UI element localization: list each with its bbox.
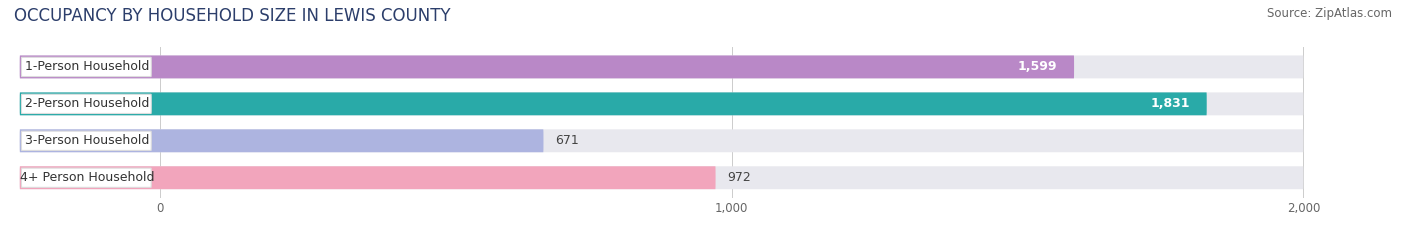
FancyBboxPatch shape bbox=[20, 166, 1303, 189]
Text: 2-Person Household: 2-Person Household bbox=[25, 97, 149, 110]
Text: 671: 671 bbox=[555, 134, 579, 147]
Text: 1,831: 1,831 bbox=[1150, 97, 1189, 110]
FancyBboxPatch shape bbox=[20, 129, 1303, 152]
FancyBboxPatch shape bbox=[20, 129, 544, 152]
FancyBboxPatch shape bbox=[20, 93, 1303, 115]
FancyBboxPatch shape bbox=[20, 55, 1074, 78]
Text: Source: ZipAtlas.com: Source: ZipAtlas.com bbox=[1267, 7, 1392, 20]
FancyBboxPatch shape bbox=[21, 131, 152, 151]
Text: 1-Person Household: 1-Person Household bbox=[25, 60, 149, 73]
FancyBboxPatch shape bbox=[21, 94, 152, 113]
FancyBboxPatch shape bbox=[21, 168, 152, 187]
Text: 4+ Person Household: 4+ Person Household bbox=[20, 171, 155, 184]
FancyBboxPatch shape bbox=[20, 166, 716, 189]
FancyBboxPatch shape bbox=[20, 55, 1303, 78]
Text: OCCUPANCY BY HOUSEHOLD SIZE IN LEWIS COUNTY: OCCUPANCY BY HOUSEHOLD SIZE IN LEWIS COU… bbox=[14, 7, 451, 25]
FancyBboxPatch shape bbox=[20, 93, 1206, 115]
FancyBboxPatch shape bbox=[21, 57, 152, 76]
Text: 1,599: 1,599 bbox=[1018, 60, 1057, 73]
Text: 972: 972 bbox=[727, 171, 751, 184]
Text: 3-Person Household: 3-Person Household bbox=[25, 134, 149, 147]
